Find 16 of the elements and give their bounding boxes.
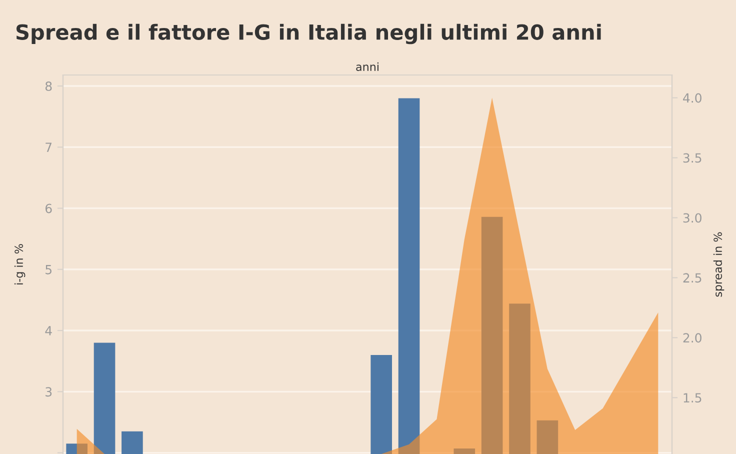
y2-tick-label: 2.0 <box>683 333 702 343</box>
y-tick-label: 4 <box>45 326 52 336</box>
y2-tick-label: 2.5 <box>683 273 702 283</box>
y-tick-label: 6 <box>46 204 52 214</box>
y-tick-label: 3 <box>46 387 52 397</box>
chart-title: Spread e il fattore I-G in Italia negli ultimi 20 anni <box>16 24 601 44</box>
y-tick-label: 7 <box>46 142 52 152</box>
y2-tick-label: 3.5 <box>683 153 702 163</box>
y-tick-label: 8 <box>45 81 52 91</box>
y2-tick-label: 1.5 <box>684 393 702 403</box>
y-axis-title: i-g in % <box>14 244 26 284</box>
y2-tick-label: 3.0 <box>683 213 702 223</box>
y-tick-label: 5 <box>46 265 52 274</box>
y2-axis-title: spread in % <box>713 232 724 297</box>
y2-tick-label: 4.0 <box>683 93 702 103</box>
x-axis-title: anni <box>356 62 378 71</box>
